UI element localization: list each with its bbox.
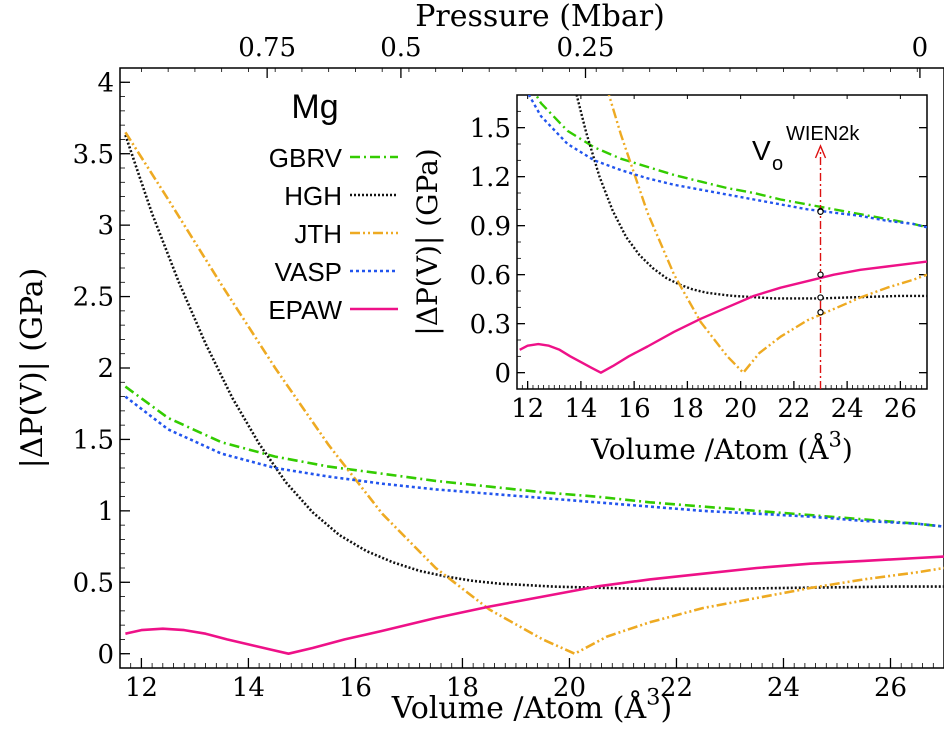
v0-label-sub: o <box>772 153 783 175</box>
top-axis-tick-label: 0.5 <box>380 33 421 63</box>
main-y-tick-label: 2 <box>97 354 114 384</box>
v0-marker-epaw <box>817 271 824 278</box>
inset-x-tick-label: 12 <box>511 394 544 424</box>
main-series-line-jth <box>124 131 944 655</box>
main-x-tick-label: 22 <box>660 673 693 703</box>
legend-label-gbrv: GBRV <box>269 143 343 173</box>
inset-y-tick-label: 0.3 <box>470 310 511 340</box>
inset-plot-frame <box>516 94 928 390</box>
main-x-tick-label: 16 <box>339 673 372 703</box>
main-y-axis-label: |ΔP(V)| (GPa) <box>15 268 50 469</box>
main-y-tick-label: 3 <box>97 211 114 241</box>
inset-x-tick-label: 18 <box>671 394 704 424</box>
main-x-tick-label: 20 <box>553 673 586 703</box>
main-x-tick-label: 18 <box>446 673 479 703</box>
inset-x-tick-label: 14 <box>564 394 597 424</box>
inset-series-line-hgh <box>575 95 927 300</box>
inset-y-axis-label: |ΔP(V)| (GPa) <box>411 148 444 335</box>
inset-series-line-vasp <box>527 95 927 229</box>
x-axis-label-sup: 3 <box>829 427 842 451</box>
inset-x-tick-label: 22 <box>777 394 810 424</box>
x-axis-label-close: ) <box>660 691 672 726</box>
x-axis-label-close: ) <box>842 433 853 466</box>
main-y-tick-label: 2.5 <box>73 283 114 313</box>
top-axis-tick-label: 0 <box>912 33 929 63</box>
inset-series-line-epaw <box>519 260 927 374</box>
main-y-tick-label: 1 <box>97 497 114 527</box>
inset-plot: 12 14 16 18 20 22 24 26 0 0.3 0.6 0.9 1.2 1.5 Volume /… <box>411 94 928 466</box>
inset-x-tick-label: 20 <box>724 394 757 424</box>
main-y-tick-label: 3.5 <box>73 140 114 170</box>
inset-y-tick-label: 0.9 <box>470 212 511 242</box>
main-y-tick-label: 1.5 <box>73 426 114 456</box>
inset-series-line-jth <box>607 95 927 374</box>
inset-x-axis-label: Volume /Atom (Å3) <box>590 427 853 466</box>
inset-y-tick-label: 0.6 <box>470 261 511 291</box>
inset-x-tick-label: 26 <box>884 394 917 424</box>
main-x-axis-label: Volume /Atom (Å3) <box>391 685 672 727</box>
main-series-line-epaw <box>125 555 944 655</box>
main-x-tick-label: 12 <box>125 673 158 703</box>
legend-label-epaw: EPAW <box>268 295 342 325</box>
main-series-line-gbrv <box>124 385 944 528</box>
inset-y-tick-label: 1.5 <box>470 114 511 144</box>
legend-label-vasp: VASP <box>275 257 342 287</box>
x-axis-label-main: Volume /Atom (Å <box>391 690 647 726</box>
legend-title: Mg <box>291 88 338 126</box>
x-axis-label-main: Volume /Atom (Å <box>590 433 829 466</box>
v0-marker-vasp <box>817 208 824 215</box>
inset-series-group <box>519 95 927 374</box>
main-x-tick-label: 26 <box>874 673 907 703</box>
main-x-tick-label: 14 <box>232 673 265 703</box>
legend-label-jth: JTH <box>294 219 342 249</box>
top-axis-tick-label: 0.25 <box>557 33 615 63</box>
top-axis-tick-label: 0.75 <box>238 33 296 63</box>
main-y-tick-label: 4 <box>97 68 114 98</box>
inset-x-tick-label: 24 <box>831 394 864 424</box>
legend-label-hgh: HGH <box>284 181 342 211</box>
main-y-tick-label: 0.5 <box>73 568 114 598</box>
main-x-tick-label: 24 <box>767 673 800 703</box>
main-y-tick-label: 0 <box>97 640 114 670</box>
v0-label-sup: WIEN2k <box>786 123 860 145</box>
v0-label: V <box>752 135 771 166</box>
v0-marker-jth <box>817 309 824 316</box>
x-axis-label-sup: 3 <box>646 685 660 711</box>
inset-y-tick-label: 0 <box>494 359 511 389</box>
main-series-line-hgh <box>124 134 944 590</box>
v0-marker-hgh <box>817 294 824 301</box>
v0-arrow-head <box>814 144 827 159</box>
inset-x-tick-label: 16 <box>618 394 651 424</box>
inset-series-line-gbrv <box>534 95 927 229</box>
top-axis-label: Pressure (Mbar) <box>415 0 665 34</box>
inset-y-tick-label: 1.2 <box>470 163 511 193</box>
main-series-group <box>124 131 944 655</box>
